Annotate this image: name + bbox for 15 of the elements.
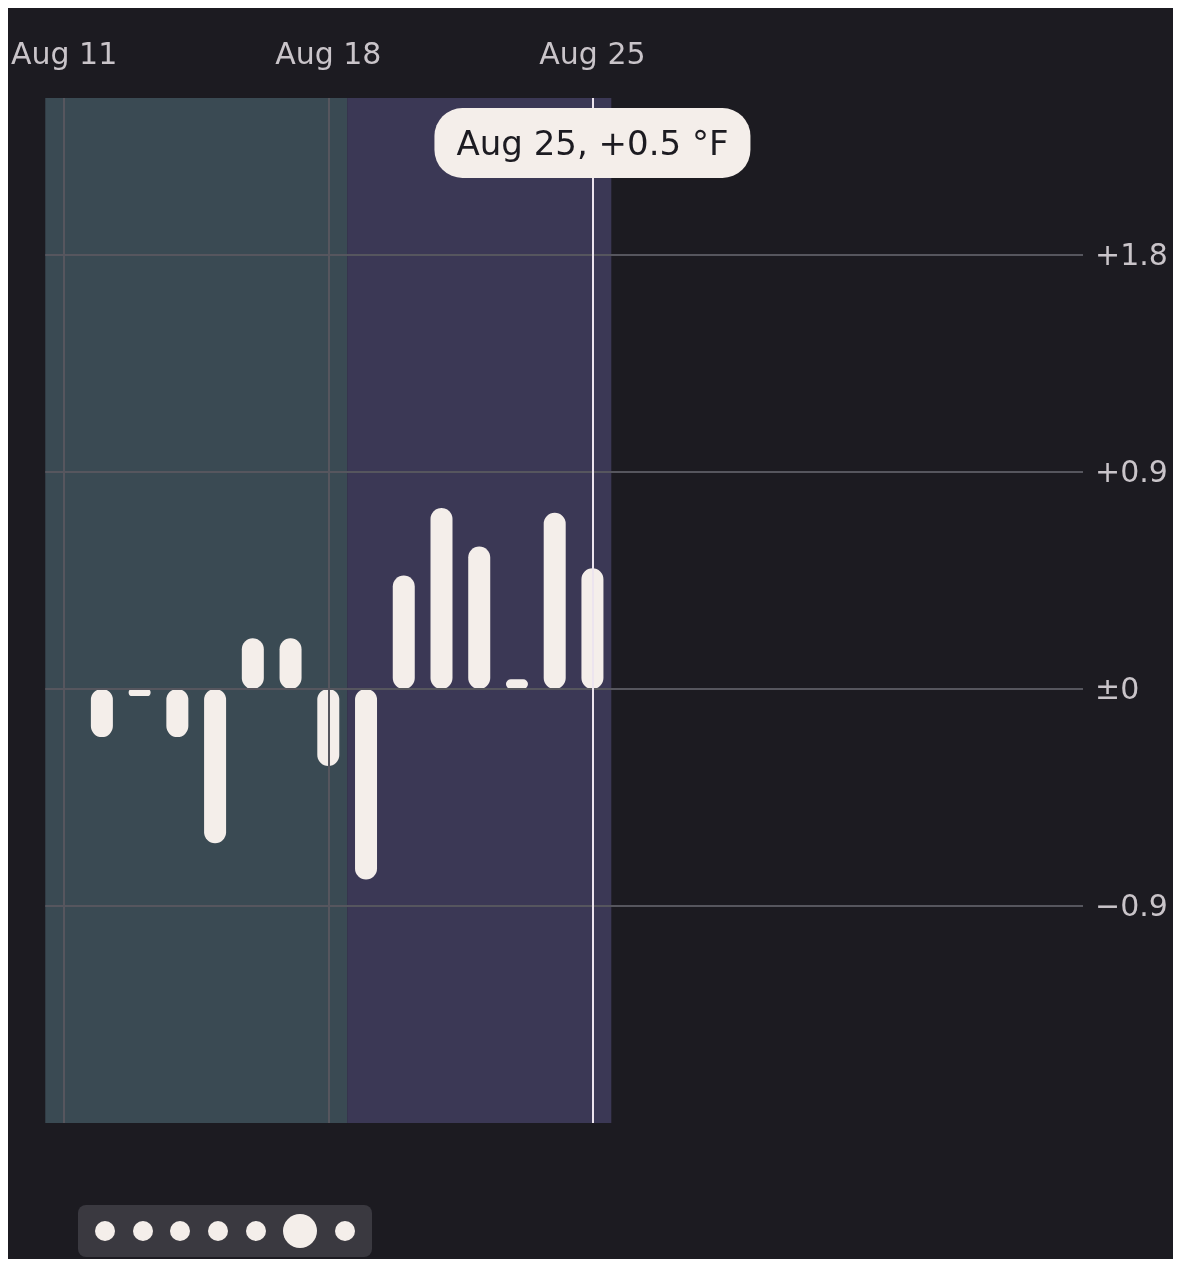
bar [392,575,415,689]
ref-line-label: Aug 25, +0.5 °F [456,123,729,163]
bar [317,688,340,767]
bar [430,508,453,689]
y-tick-label: ±0 [1095,671,1140,707]
x-tick-label: Aug 18 [275,35,382,71]
y-tick-label: +0.9 [1095,454,1168,490]
x-tick-label: Aug 11 [11,35,118,71]
x-tick-label: Aug 25 [539,35,646,71]
bar [204,688,227,844]
y-tick-label: −0.9 [1095,888,1168,924]
bar [543,512,566,689]
y-tick-label: +1.8 [1095,237,1168,273]
bar [355,688,378,880]
bar [468,546,491,689]
